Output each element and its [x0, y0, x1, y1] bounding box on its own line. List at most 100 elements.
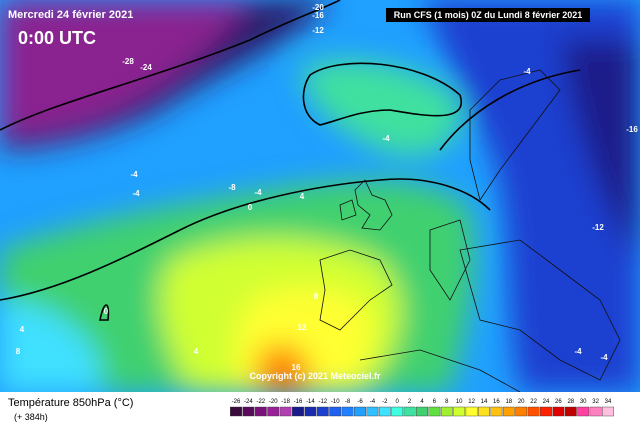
colorbar-label: 4	[420, 399, 424, 405]
contour-label: 0	[248, 203, 253, 212]
colorbar-label: -4	[370, 399, 376, 405]
colorbar-label: -22	[256, 399, 265, 405]
contour-label: -4	[574, 347, 582, 356]
colorbar-label: 6	[433, 399, 437, 405]
colorbar-swatch	[589, 406, 602, 417]
colorbar-swatch	[527, 406, 540, 417]
colorbar-label: 24	[543, 399, 550, 405]
colorbar-label: 20	[518, 399, 525, 405]
colorbar-swatch	[577, 406, 590, 417]
colorbar-label: -14	[306, 399, 315, 405]
colorbar-label: 8	[445, 399, 449, 405]
colorbar-swatch	[465, 406, 478, 417]
contour-label: -24	[140, 63, 152, 72]
colorbar-swatch	[230, 406, 242, 417]
footer-lead: (+ 384h)	[14, 412, 48, 422]
contour-lines	[0, 0, 581, 321]
colorbar-label: 12	[468, 399, 475, 405]
contour-label: -4	[523, 67, 531, 76]
colorbar-label: -2	[382, 399, 388, 405]
contour-label: -4	[254, 188, 262, 197]
colorbar-label: 16	[493, 399, 500, 405]
colorbar-swatch	[564, 406, 577, 417]
contour-label: -12	[592, 223, 604, 232]
colorbar-swatch	[329, 406, 342, 417]
contour-label: 0	[104, 307, 109, 316]
colorbar-swatch	[490, 406, 503, 417]
colorbar-swatch	[341, 406, 354, 417]
contour-label: -20	[312, 3, 324, 12]
coastlines	[319, 69, 621, 392]
colorbar-swatch	[279, 406, 292, 417]
colorbar-swatch	[304, 406, 317, 417]
colorbar-label: 26	[555, 399, 562, 405]
colorbar-swatch	[316, 406, 329, 417]
colorbar-swatch	[378, 406, 391, 417]
temperature-field	[0, 0, 640, 392]
contour-label: -4	[132, 189, 140, 198]
contour-label: -4	[600, 353, 608, 362]
colorbar-swatch	[354, 406, 366, 417]
map-date: Mercredi 24 février 2021	[8, 9, 133, 21]
contour-label: -28	[122, 57, 134, 66]
colorbar-swatch	[428, 406, 441, 417]
colorbar-label: 34	[605, 399, 612, 405]
colorbar-label: 0	[396, 399, 400, 405]
colorbar-label: -8	[345, 399, 351, 405]
colorbar-swatch	[254, 406, 267, 417]
colorbar-swatch	[292, 406, 304, 417]
colorbar-swatch	[602, 406, 614, 417]
contour-label: -8	[228, 183, 236, 192]
colorbar-label: -16	[294, 399, 303, 405]
colorbar-label: 28	[567, 399, 574, 405]
colorbar-swatch	[416, 406, 428, 417]
contour-label: -4	[382, 134, 390, 143]
colorbar: -26 -24 -22 -20 -18 -16 -14 -12 -10 -8 -6 -4 -2 0 2 4 6 8…	[230, 399, 614, 417]
contour-label: -16	[626, 125, 638, 134]
map-time: 0:00 UTC	[18, 28, 96, 48]
footer-title: Température 850hPa (°C)	[8, 397, 133, 409]
colorbar-label: 18	[505, 399, 512, 405]
contour-label: 8	[314, 292, 319, 301]
contour-label: 4	[300, 192, 305, 201]
run-info: Run CFS (1 mois) 0Z du Lundi 8 février 2…	[394, 10, 583, 20]
contour-label: 16	[292, 363, 301, 372]
colorbar-label: 30	[580, 399, 587, 405]
colorbar-label: -20	[269, 399, 278, 405]
colorbar-label: -18	[281, 399, 290, 405]
colorbar-swatch	[366, 406, 379, 417]
colorbar-swatch	[267, 406, 280, 417]
colorbar-swatch	[515, 406, 528, 417]
colorbar-label: 14	[481, 399, 488, 405]
colorbar-label: 2	[408, 399, 412, 405]
colorbar-label: 32	[592, 399, 599, 405]
contour-label: 12	[298, 323, 307, 332]
colorbar-swatch	[242, 406, 255, 417]
colorbar-swatch	[440, 406, 453, 417]
contour-label-layer: -28-24-20-16-12-4-16-4-4-8-404-4-1281244…	[16, 3, 639, 372]
colorbar-swatch	[391, 406, 404, 417]
contour-label: 4	[20, 325, 25, 334]
colorbar-label: -24	[244, 399, 253, 405]
contour-label: -16	[312, 11, 324, 20]
colorbar-swatch	[552, 406, 565, 417]
colorbar-label: 22	[530, 399, 537, 405]
colorbar-label: 10	[456, 399, 463, 405]
colorbar-swatch	[502, 406, 515, 417]
colorbar-swatch	[478, 406, 490, 417]
contour-label: -4	[130, 170, 138, 179]
colorbar-swatch	[453, 406, 466, 417]
contour-label: 4	[194, 347, 199, 356]
colorbar-swatch	[540, 406, 552, 417]
colorbar-label: -10	[331, 399, 340, 405]
colorbar-label: -6	[357, 399, 363, 405]
contour-label: 8	[16, 347, 21, 356]
contour-label: -12	[312, 26, 324, 35]
copyright: Copyright (c) 2021 Meteociel.fr	[249, 371, 381, 381]
run-box	[386, 8, 590, 22]
colorbar-label: -26	[232, 399, 241, 405]
colorbar-swatch	[403, 406, 416, 417]
colorbar-label: -12	[318, 399, 327, 405]
